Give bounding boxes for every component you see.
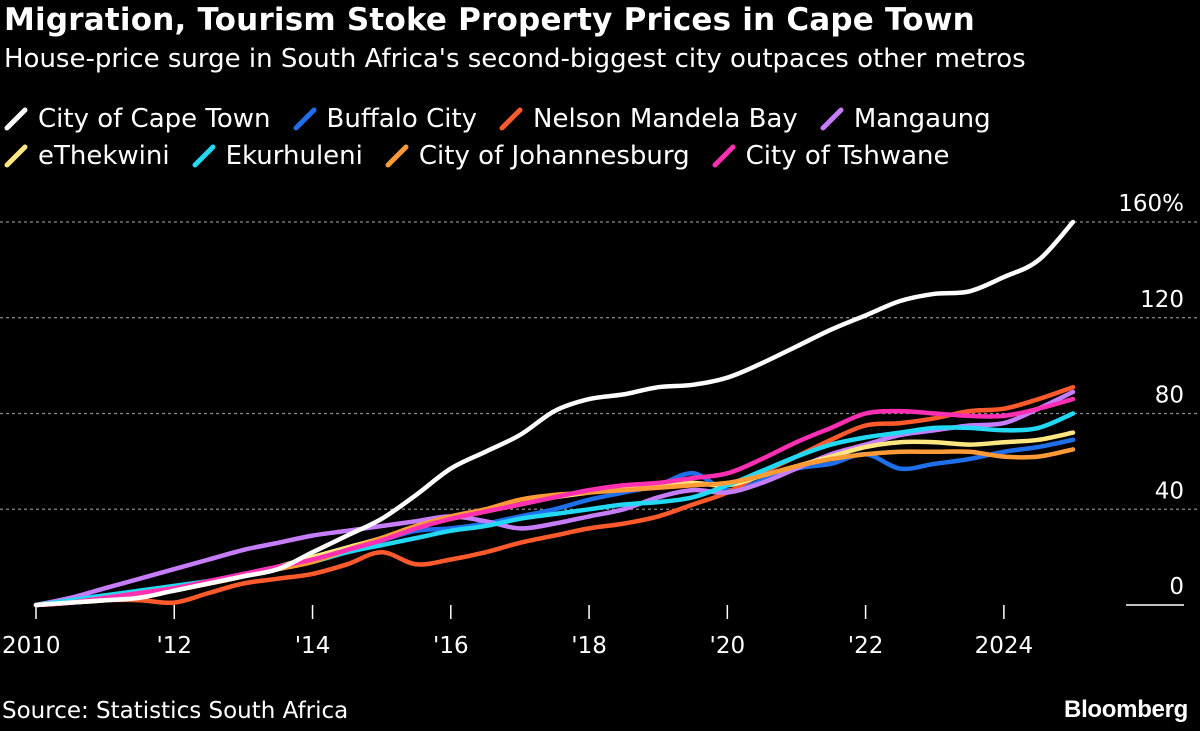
series-line-city-of-cape-town — [33, 219, 1076, 608]
x-tick-label: '22 — [848, 633, 884, 659]
legend-item-tshwane: City of Tshwane — [712, 138, 950, 174]
legend-swatch-icon — [293, 107, 317, 131]
legend-item-ekurhuleni: Ekurhuleni — [192, 138, 363, 174]
source-note: Source: Statistics South Africa — [2, 698, 349, 724]
y-tick-label: 120 — [1140, 287, 1184, 313]
legend-item-mangaung: Mangaung — [820, 101, 991, 137]
chart-subtitle: House-price surge in South Africa's seco… — [4, 44, 1026, 74]
legend-swatch-icon — [820, 107, 844, 131]
legend-item-buffalo-city: Buffalo City — [293, 101, 478, 137]
legend-label: eThekwini — [38, 140, 170, 171]
legend-row: City of Cape Town Buffalo City Nelson Ma… — [4, 100, 1104, 137]
y-tick-label: 40 — [1155, 478, 1184, 504]
legend-item-johannesburg: City of Johannesburg — [385, 138, 690, 174]
x-tick-label: '14 — [295, 633, 331, 659]
y-axis-ticks: 0 40 80 120 160% — [1118, 191, 1184, 600]
legend-swatch-icon — [385, 144, 409, 168]
legend-label: Mangaung — [853, 103, 991, 134]
x-tick-label: '20 — [710, 633, 746, 659]
legend-swatch-icon — [4, 107, 28, 131]
legend-row: eThekwini Ekurhuleni City of Johannesbur… — [4, 137, 1104, 174]
legend-swatch-icon — [192, 144, 216, 168]
x-axis-ticks: 2010 '12 '14 '16 '18 '20 '22 2024 — [2, 605, 1033, 659]
legend-label: City of Johannesburg — [418, 140, 690, 171]
legend-label: City of Tshwane — [745, 140, 950, 171]
x-tick-label: '18 — [571, 633, 607, 659]
y-tick-label: 0 — [1169, 574, 1184, 600]
x-tick-label: 2010 — [2, 633, 61, 659]
y-tick-label: 80 — [1155, 383, 1184, 409]
legend: City of Cape Town Buffalo City Nelson Ma… — [4, 100, 1104, 174]
y-tick-label: 160% — [1118, 191, 1184, 217]
series-line-nelson-mandela-bay — [33, 384, 1076, 608]
legend-label: Buffalo City — [326, 103, 478, 134]
series-lines — [33, 219, 1076, 608]
legend-label: City of Cape Town — [38, 103, 271, 134]
line-chart: 0 40 80 120 160% 2010 '12 '14 '16 '18 '20 '22 2024 — [0, 191, 1200, 659]
chart-title: Migration, Tourism Stoke Property Prices… — [4, 2, 975, 38]
x-tick-label: '12 — [156, 633, 192, 659]
legend-label: Ekurhuleni — [225, 140, 363, 171]
series-line-city-of-tshwane — [33, 396, 1076, 608]
x-tick-label: 2024 — [975, 633, 1034, 659]
legend-item-ethekwini: eThekwini — [4, 138, 170, 174]
x-tick-label: '16 — [433, 633, 469, 659]
legend-swatch-icon — [712, 144, 736, 168]
legend-item-nelson-mandela-bay: Nelson Mandela Bay — [499, 101, 798, 137]
legend-item-cape-town: City of Cape Town — [4, 101, 271, 137]
series-line-ethekwini — [33, 430, 1076, 608]
legend-swatch-icon — [4, 144, 28, 168]
legend-swatch-icon — [499, 107, 523, 131]
legend-label: Nelson Mandela Bay — [533, 103, 798, 134]
series-line-mangaung — [33, 389, 1076, 608]
brand-logo: Bloomberg — [1064, 696, 1188, 723]
